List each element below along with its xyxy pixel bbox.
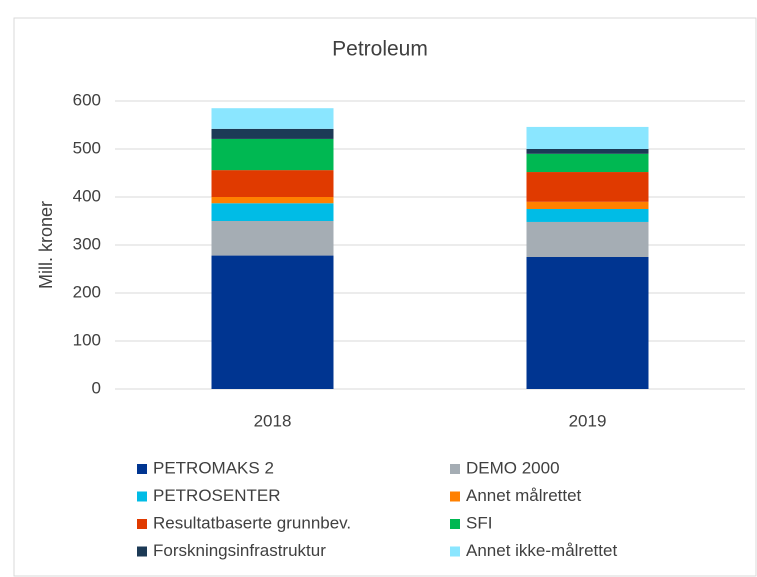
bar-segment: [211, 138, 334, 171]
bar-segment: [526, 172, 649, 202]
chart-title: Petroleum: [332, 38, 428, 61]
legend-swatch: [137, 464, 147, 474]
bar-segment: [526, 257, 649, 389]
legend-swatch: [450, 519, 460, 529]
x-tick-label: 2019: [569, 411, 607, 430]
y-tick-label: 300: [73, 234, 101, 253]
bar-segment: [526, 201, 649, 209]
legend-swatch: [450, 546, 460, 557]
x-tick-label: 2018: [254, 411, 292, 430]
bar-segment: [526, 126, 649, 149]
legend-label: Resultatbaserte grunnbev.: [153, 513, 351, 532]
bar-segment: [211, 255, 334, 389]
bar-segment: [211, 108, 334, 129]
bar-segment: [526, 149, 649, 154]
bar-segment: [526, 221, 649, 257]
bar-segment: [211, 170, 334, 197]
bar-segment: [211, 203, 334, 221]
y-tick-label: 100: [73, 330, 101, 349]
legend-label: PETROMAKS 2: [153, 458, 274, 477]
legend-label: PETROSENTER: [153, 486, 281, 505]
legend-label: Annet målrettet: [466, 486, 582, 505]
legend-swatch: [450, 464, 460, 474]
bar-segment: [526, 153, 649, 173]
bar-segment: [211, 197, 334, 204]
y-tick-label: 200: [73, 282, 101, 301]
y-tick-label: 400: [73, 186, 101, 205]
legend-label: Forskningsinfrastruktur: [153, 541, 326, 560]
bar-segment: [211, 221, 334, 256]
legend-label: Annet ikke-målrettet: [466, 541, 617, 560]
legend-swatch: [450, 491, 460, 502]
y-tick-label: 500: [73, 138, 101, 157]
legend-label: SFI: [466, 513, 492, 532]
y-tick-label: 600: [73, 90, 101, 109]
y-tick-label: 0: [92, 378, 101, 397]
legend-swatch: [137, 519, 147, 529]
legend-swatch: [137, 546, 147, 557]
legend-label: DEMO 2000: [466, 458, 560, 477]
bar-segment: [211, 128, 334, 139]
legend-swatch: [137, 491, 147, 502]
bar-segment: [526, 209, 649, 222]
y-axis-label: Mill. kroner: [36, 201, 56, 289]
